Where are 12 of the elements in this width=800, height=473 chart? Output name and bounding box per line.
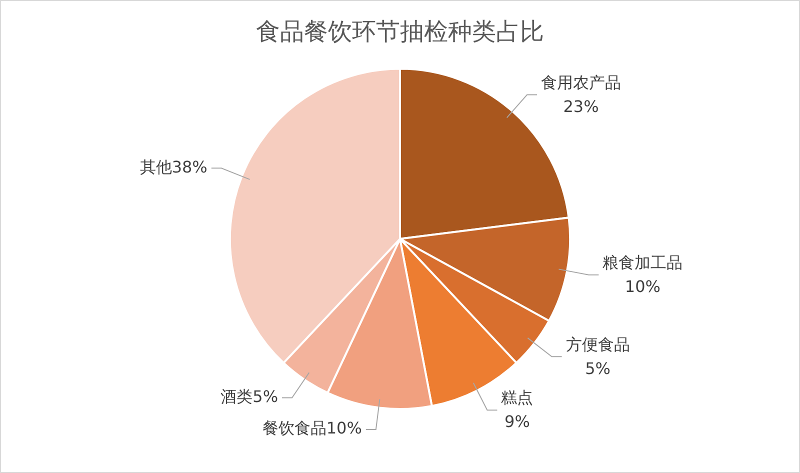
slice-label: 餐饮食品10%	[262, 418, 362, 438]
slice-label: 食用农产品	[541, 72, 622, 92]
chart-title: 食品餐饮环节抽检种类占比	[256, 18, 544, 46]
slice-label: 糕点	[501, 388, 534, 408]
data-label: 23%	[563, 96, 599, 116]
slice-label: 酒类5%	[220, 386, 278, 406]
slice-label: 其他38%	[140, 157, 208, 176]
data-label: 10%	[624, 277, 660, 296]
data-label: 5%	[585, 358, 610, 378]
data-label: 9%	[504, 412, 530, 432]
slice-label: 方便食品	[566, 334, 630, 354]
slice-label: 粮食加工品	[602, 253, 683, 272]
